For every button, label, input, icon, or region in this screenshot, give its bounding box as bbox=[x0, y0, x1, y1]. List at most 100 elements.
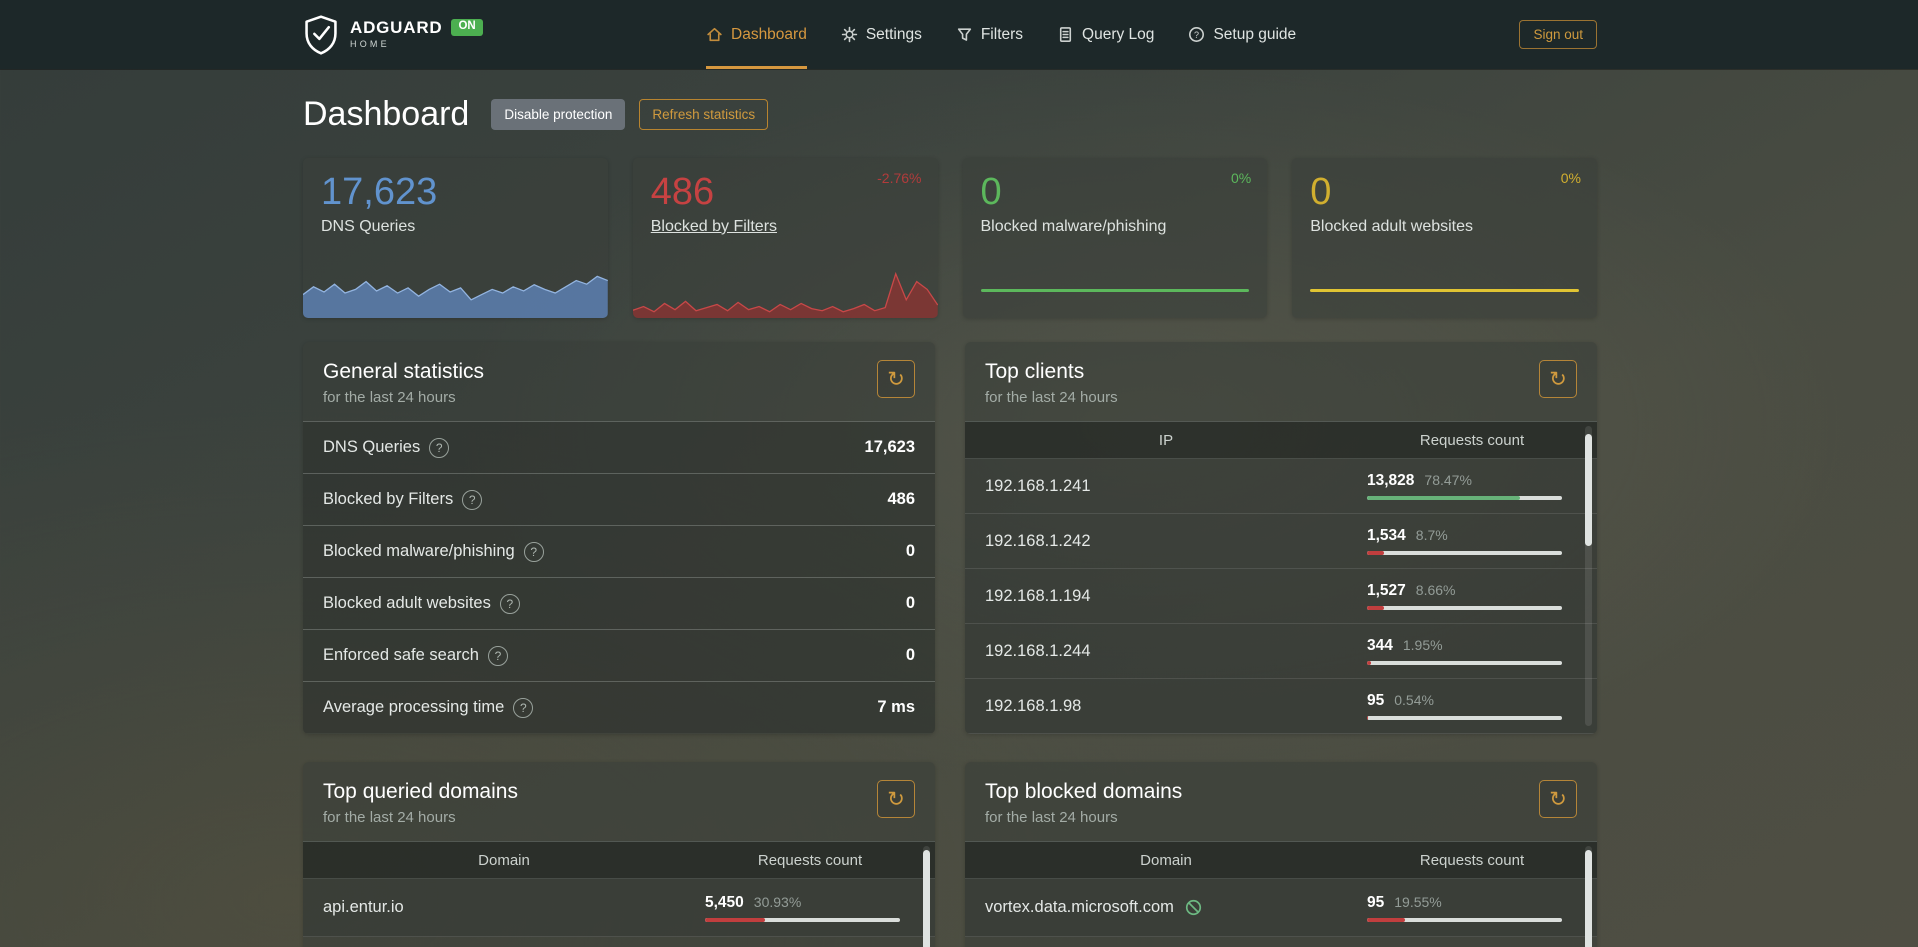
stat-row: Blocked by Filters? 486 bbox=[303, 473, 935, 525]
blocked-filters-delta: -2.76% bbox=[877, 170, 922, 186]
scrollbar-track bbox=[1585, 426, 1592, 726]
brand-title: ADGUARD bbox=[350, 18, 443, 38]
tab-dashboard[interactable]: Dashboard bbox=[706, 0, 807, 69]
stat-row: Enforced safe search? 0 bbox=[303, 629, 935, 681]
request-count: 1,527 bbox=[1367, 582, 1406, 599]
progress-bar bbox=[1367, 551, 1562, 555]
general-statistics-panel: General statistics for the last 24 hours… bbox=[303, 342, 935, 734]
scrollbar-thumb[interactable] bbox=[923, 850, 930, 947]
panel-title: Top blocked domains bbox=[985, 780, 1183, 803]
help-icon[interactable]: ? bbox=[429, 437, 450, 458]
scrollbar-thumb[interactable] bbox=[1585, 434, 1592, 546]
adguard-logo: ADGUARD ON HOME bbox=[303, 14, 483, 55]
sign-out-button[interactable]: Sign out bbox=[1519, 20, 1597, 49]
request-count: 95 bbox=[1367, 692, 1385, 709]
progress-bar bbox=[1367, 661, 1562, 665]
progress-bar bbox=[1367, 716, 1562, 720]
stat-label: Enforced safe search bbox=[323, 646, 479, 664]
tab-query-log[interactable]: Query Log bbox=[1057, 0, 1154, 69]
zero-trend-line bbox=[1310, 289, 1579, 292]
blocked-malware-label: Blocked malware/phishing bbox=[980, 217, 1167, 235]
refresh-statistics-button[interactable]: Refresh statistics bbox=[639, 99, 769, 130]
domain-row: api.entur.io 5,450 30.93% bbox=[303, 879, 935, 937]
stat-value: 0 bbox=[905, 542, 915, 560]
request-percent: 30.93% bbox=[753, 893, 802, 910]
nav-label: Dashboard bbox=[731, 25, 807, 43]
tab-settings[interactable]: Settings bbox=[841, 0, 922, 69]
help-icon[interactable]: ? bbox=[462, 489, 483, 510]
tab-setup-guide[interactable]: ? Setup guide bbox=[1188, 0, 1296, 69]
nav-label: Filters bbox=[980, 25, 1024, 43]
zero-trend-line bbox=[980, 289, 1250, 292]
blocked-icon bbox=[1184, 898, 1203, 917]
panel-title: Top clients bbox=[985, 360, 1085, 383]
refresh-panel-button[interactable]: ↻ bbox=[1539, 360, 1577, 398]
blocked-malware-card: 0 Blocked malware/phishing 0% bbox=[962, 158, 1268, 318]
refresh-panel-button[interactable]: ↻ bbox=[877, 360, 915, 398]
filters-icon bbox=[956, 26, 973, 43]
panel-title: Top queried domains bbox=[323, 780, 518, 803]
col-ip: IP bbox=[1158, 431, 1174, 449]
request-percent: 8.66% bbox=[1415, 582, 1456, 598]
client-row: 192.168.1.241 13,828 78.47% bbox=[965, 459, 1597, 514]
disable-protection-button[interactable]: Disable protection bbox=[491, 99, 626, 130]
panel-subtitle: for the last 24 hours bbox=[985, 389, 1118, 406]
blocked-by-filters-card: 486 Blocked by Filters -2.76% bbox=[632, 158, 938, 318]
tab-filters[interactable]: Filters bbox=[956, 0, 1023, 69]
domain-name: api.entur.io bbox=[323, 898, 404, 916]
blocked-adult-delta: 0% bbox=[1560, 170, 1581, 186]
col-requests-count: Requests count bbox=[1419, 851, 1525, 869]
refresh-icon: ↻ bbox=[887, 367, 905, 391]
help-icon[interactable]: ? bbox=[523, 541, 544, 562]
stat-value: 17,623 bbox=[864, 438, 915, 456]
stat-value: 0 bbox=[905, 594, 915, 612]
general-statistics-rows: DNS Queries? 17,623 Blocked by Filters? … bbox=[303, 421, 935, 733]
page-title: Dashboard bbox=[303, 95, 470, 133]
blocked-malware-delta: 0% bbox=[1231, 170, 1252, 186]
request-percent: 1.95% bbox=[1402, 637, 1443, 653]
refresh-icon: ↻ bbox=[887, 787, 905, 811]
col-domain: Domain bbox=[1140, 851, 1192, 869]
client-row: 192.168.1.194 1,527 8.66% bbox=[965, 569, 1597, 624]
dns-queries-card: 17,623 DNS Queries bbox=[303, 158, 608, 318]
dns-queries-value: 17,623 bbox=[321, 171, 438, 213]
help-icon[interactable]: ? bbox=[513, 697, 534, 718]
stat-value: 0 bbox=[905, 646, 915, 664]
stat-row: DNS Queries? 17,623 bbox=[303, 421, 935, 473]
blocked-filters-value: 486 bbox=[650, 171, 715, 213]
request-count: 95 bbox=[1367, 893, 1385, 911]
stat-value: 7 ms bbox=[877, 698, 915, 716]
stat-value: 486 bbox=[887, 490, 915, 508]
stat-label: Blocked by Filters bbox=[323, 490, 454, 508]
app-header: ADGUARD ON HOME Dashboard bbox=[0, 0, 1918, 69]
help-icon[interactable]: ? bbox=[499, 593, 520, 614]
refresh-panel-button[interactable]: ↻ bbox=[1539, 780, 1577, 818]
stat-cards: 17,623 DNS Queries 486 Blocked by Filter… bbox=[303, 158, 1597, 318]
col-requests-count: Requests count bbox=[1419, 431, 1525, 449]
refresh-icon: ↻ bbox=[1549, 787, 1567, 811]
client-ip: 192.168.1.244 bbox=[985, 641, 1091, 660]
dns-queries-label: DNS Queries bbox=[321, 217, 416, 235]
svg-text:?: ? bbox=[1194, 30, 1199, 40]
request-count: 5,450 bbox=[705, 893, 744, 911]
domain-row: vortex.data.microsoft.com 95 19.55% bbox=[965, 879, 1597, 937]
brand-subtitle: HOME bbox=[350, 38, 390, 49]
client-ip: 192.168.1.194 bbox=[985, 586, 1091, 605]
client-row: 192.168.1.98 95 0.54% bbox=[965, 679, 1597, 734]
stat-label: DNS Queries bbox=[323, 438, 421, 456]
blocked-filters-link[interactable]: Blocked by Filters bbox=[650, 217, 778, 235]
progress-bar bbox=[705, 917, 900, 922]
panel-subtitle: for the last 24 hours bbox=[985, 809, 1118, 826]
help-icon[interactable]: ? bbox=[487, 645, 508, 666]
client-row: 192.168.1.244 344 1.95% bbox=[965, 624, 1597, 679]
stat-label: Blocked adult websites bbox=[323, 594, 491, 612]
dashboard-icon bbox=[706, 26, 723, 43]
shield-logo-icon bbox=[303, 14, 339, 55]
progress-bar bbox=[1367, 606, 1562, 610]
refresh-panel-button[interactable]: ↻ bbox=[877, 780, 915, 818]
blocked-adult-card: 0 Blocked adult websites 0% bbox=[1292, 158, 1597, 318]
panel-title: General statistics bbox=[323, 360, 485, 383]
scrollbar-thumb[interactable] bbox=[1585, 850, 1592, 947]
client-ip: 192.168.1.241 bbox=[985, 476, 1091, 495]
top-clients-panel: Top clients for the last 24 hours ↻ IP R… bbox=[965, 342, 1597, 734]
